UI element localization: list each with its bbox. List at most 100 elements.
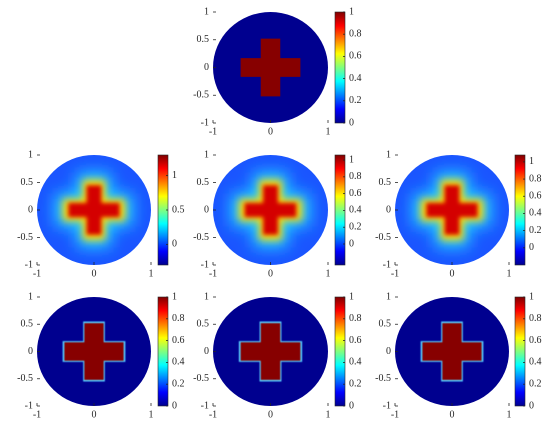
- x-tick-label: 0: [268, 268, 273, 279]
- colorbar-tick-label: 0.6: [349, 188, 362, 199]
- y-tick-label: 0.5: [21, 177, 34, 188]
- y-tick-label: -0.5: [193, 90, 209, 101]
- colorbar-tick-label: 1: [529, 156, 534, 167]
- panel: -1 0 1 -1 -0.5 0 0.5 1 0 0.5 1: [17, 149, 184, 279]
- x-tick-label: 1: [507, 268, 512, 279]
- colorbar-tick-label: 1: [172, 291, 177, 302]
- y-tick-label: 0.5: [21, 319, 34, 330]
- y-tick-label: -0.5: [375, 373, 391, 384]
- colorbar: [157, 296, 169, 407]
- colorbar-tick-label: 0: [349, 238, 354, 249]
- field-image: [213, 297, 328, 406]
- panel: -1 0 1 -1 -0.5 0 0.5 1 0 0.2 0.4 0.6 0.8 1: [193, 149, 361, 279]
- colorbar-tick-label: 0.5: [172, 204, 185, 215]
- field-cross: [240, 38, 301, 97]
- y-tick-label: 1: [28, 149, 33, 160]
- colorbar-tick-label: 0.6: [349, 51, 362, 62]
- x-tick-label: 0: [268, 409, 273, 420]
- colorbar-tick-label: 0.4: [349, 357, 362, 368]
- panel: -1 0 1 -1 -0.5 0 0.5 1 0 0.2 0.4 0.6 0.8 1: [375, 291, 541, 420]
- field-cross: [240, 323, 301, 380]
- x-tick-label: -1: [209, 126, 217, 137]
- colorbar-tick-label: 0.2: [529, 378, 542, 389]
- colorbar-tick-label: 0.2: [349, 378, 362, 389]
- y-tick-label: 1: [204, 149, 209, 160]
- colorbar-tick-label: 0: [529, 242, 534, 253]
- y-tick-label: -0.5: [193, 232, 209, 243]
- y-tick-label: 0: [204, 204, 209, 215]
- y-tick-label: -0.5: [17, 373, 33, 384]
- colorbar-tick-label: 0.4: [529, 357, 542, 368]
- colorbar-tick-label: 0.8: [529, 313, 542, 324]
- y-tick-label: 1: [28, 291, 33, 302]
- y-tick-label: 0: [386, 346, 391, 357]
- field-image: [37, 155, 151, 265]
- y-tick-label: 1: [386, 291, 391, 302]
- x-tick-label: 0: [450, 268, 455, 279]
- y-tick-label: 0: [204, 346, 209, 357]
- colorbar-tick-label: 0.6: [529, 191, 542, 202]
- field-cross: [64, 323, 124, 380]
- colorbar: [334, 154, 346, 266]
- x-tick-label: 1: [149, 409, 154, 420]
- y-tick-label: -1: [201, 117, 209, 128]
- colorbar-tick-label: 0: [172, 239, 177, 250]
- y-tick-label: -1: [201, 259, 209, 270]
- field-image: [37, 297, 151, 406]
- colorbar-tick-label: 0.8: [172, 313, 185, 324]
- panel: -1 0 1 -1 -0.5 0 0.5 1 0 0.2 0.4 0.6 0.8 1: [193, 6, 361, 137]
- x-tick-label: -1: [33, 409, 41, 420]
- y-tick-label: 0: [28, 204, 33, 215]
- y-tick-label: 0.5: [197, 34, 210, 45]
- y-tick-label: -1: [383, 259, 391, 270]
- x-tick-label: 1: [326, 126, 331, 137]
- y-tick-label: 1: [386, 149, 391, 160]
- colorbar-tick-label: 0: [172, 400, 177, 411]
- x-tick-label: -1: [391, 409, 399, 420]
- field-core: [68, 185, 120, 235]
- panel: -1 0 1 -1 -0.5 0 0.5 1 0 0.2 0.4 0.6 0.8 1: [17, 291, 184, 420]
- colorbar-tick-label: 0.2: [529, 225, 542, 236]
- field-image: [213, 155, 328, 265]
- x-tick-label: 0: [92, 268, 97, 279]
- x-tick-label: 0: [268, 126, 273, 137]
- y-tick-label: 0: [386, 204, 391, 215]
- panel: -1 0 1 -1 -0.5 0 0.5 1 0 0.2 0.4 0.6 0.8 1: [193, 291, 361, 420]
- colorbar-tick-label: 0.8: [529, 173, 542, 184]
- colorbar: [334, 11, 346, 124]
- colorbar-tick-label: 1: [349, 6, 354, 17]
- x-tick-label: -1: [209, 409, 217, 420]
- field-core: [244, 185, 297, 235]
- y-tick-label: 0.5: [379, 177, 392, 188]
- y-tick-label: 0.5: [379, 319, 392, 330]
- colorbar-tick-label: 0.4: [529, 208, 542, 219]
- colorbar-tick-label: 0.2: [349, 222, 362, 233]
- field-core: [426, 185, 478, 235]
- colorbar: [514, 296, 526, 407]
- colorbar-tick-label: 0.6: [349, 335, 362, 346]
- x-tick-label: 1: [149, 268, 154, 279]
- colorbar-tick-label: 1: [349, 291, 354, 302]
- colorbar-tick-label: 0.8: [349, 171, 362, 182]
- colorbar-tick-label: 1: [529, 291, 534, 302]
- panel: -1 0 1 -1 -0.5 0 0.5 1 0 0.2 0.4 0.6 0.8 1: [375, 149, 541, 279]
- colorbar-tick-label: 0: [529, 400, 534, 411]
- field-image: [395, 155, 509, 265]
- y-tick-label: 0: [28, 346, 33, 357]
- x-tick-label: 1: [326, 409, 331, 420]
- field-image: [213, 12, 328, 123]
- colorbar-tick-label: 0.4: [349, 205, 362, 216]
- colorbar-tick-label: 1: [172, 170, 177, 181]
- y-tick-label: -1: [25, 400, 33, 411]
- colorbar-tick-label: 0: [349, 400, 354, 411]
- y-tick-label: -0.5: [193, 373, 209, 384]
- x-tick-label: -1: [33, 268, 41, 279]
- colorbar-tick-label: 0.2: [172, 378, 185, 389]
- y-tick-label: 0.5: [197, 177, 210, 188]
- y-tick-label: -1: [201, 400, 209, 411]
- colorbar: [334, 296, 346, 407]
- x-tick-label: 1: [326, 268, 331, 279]
- y-tick-label: 0: [204, 62, 209, 73]
- y-tick-label: -1: [383, 400, 391, 411]
